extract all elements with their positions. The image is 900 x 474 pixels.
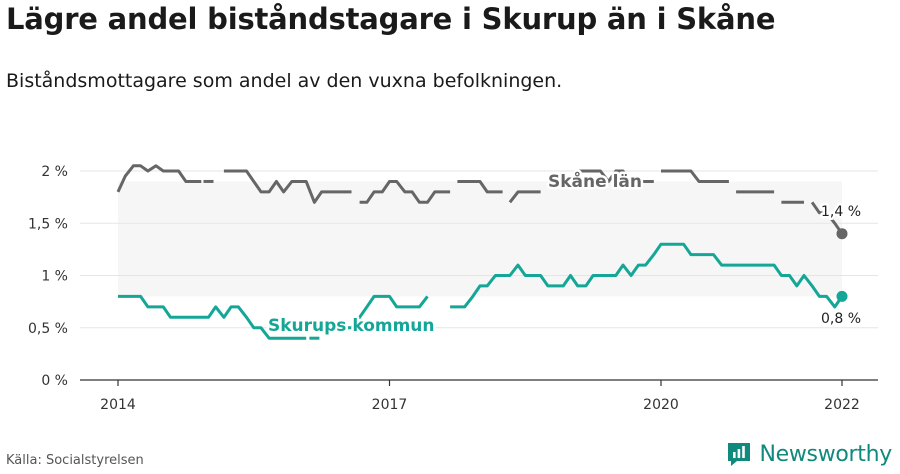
- end-point-skurup: [836, 290, 848, 302]
- series-line-skurup: [118, 294, 307, 340]
- y-tick-label: 1,5 %: [28, 216, 68, 232]
- end-point-skane: [836, 228, 848, 240]
- series-line-skurup: [328, 294, 429, 330]
- newsworthy-logo-icon: [728, 443, 751, 466]
- source-note: Källa: Socialstyrelsen: [6, 453, 144, 468]
- end-label-skane: 1,4 %: [821, 204, 861, 220]
- series-line-skane: [457, 180, 503, 194]
- y-axis-ticks: 0 % 0,5 % 1 % 1,5 % 2 %: [28, 164, 68, 389]
- x-tick-label: 2017: [372, 397, 408, 413]
- x-tick-label: 2014: [100, 397, 136, 413]
- y-tick-label: 2 %: [41, 164, 68, 180]
- x-tick-label: 2020: [643, 397, 679, 413]
- y-tick-label: 0,5 %: [28, 321, 68, 337]
- chart-subtitle: Biståndsmottagare som andel av den vuxna…: [6, 70, 563, 92]
- series-line-skane: [508, 190, 541, 204]
- range-band: [118, 181, 842, 297]
- y-tick-label: 0 %: [41, 373, 68, 389]
- series-line-skane: [116, 164, 202, 193]
- series-name-skurup: Skurups kommun: [268, 316, 435, 336]
- series-line-skane: [810, 201, 844, 235]
- brand: Newsworthy: [725, 440, 892, 468]
- chart-title: Lägre andel biståndstagare i Skurup än i…: [6, 2, 776, 36]
- gridlines: [80, 170, 878, 329]
- series-line-skane: [577, 169, 654, 183]
- series-lines: [116, 164, 848, 340]
- x-axis: 2014 2017 2020 2022: [80, 379, 878, 413]
- series-line-skane: [661, 169, 729, 183]
- series-line-skurup: [450, 242, 844, 309]
- brand-name: Newsworthy: [759, 441, 892, 467]
- series-line-skane: [223, 169, 352, 204]
- y-tick-label: 1 %: [41, 269, 68, 285]
- series-labels: Skåne län Skurups kommun 1,4 % 0,8 %: [266, 168, 864, 339]
- series-line-skane: [359, 180, 451, 204]
- end-label-skurup: 0,8 %: [821, 311, 861, 327]
- x-tick-label: 2022: [824, 397, 860, 413]
- series-name-skane: Skåne län: [548, 170, 642, 192]
